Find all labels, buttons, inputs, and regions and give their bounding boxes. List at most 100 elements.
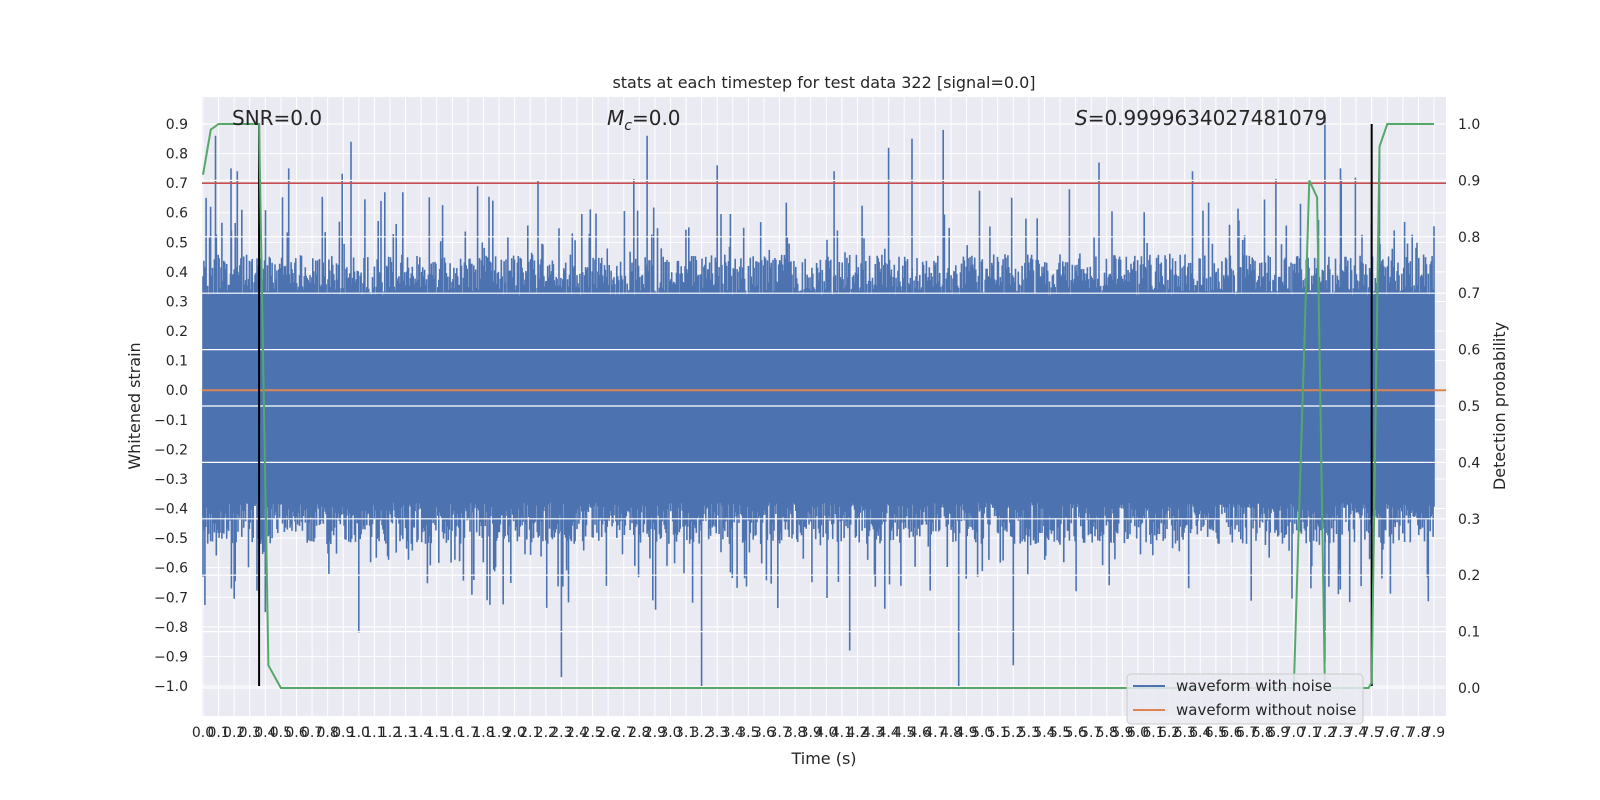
x-tick-label: 4.6 (909, 725, 931, 741)
x-tick-label: 4.5 (893, 725, 915, 741)
y-tick-label-right: 0.4 (1458, 455, 1480, 471)
x-tick-label: 2.9 (644, 725, 666, 741)
x-tick-label: 0.8 (317, 725, 339, 741)
x-tick-label: 2.1 (519, 725, 541, 741)
x-tick-label: 1.0 (348, 725, 370, 741)
x-tick-label: 3.9 (800, 725, 822, 741)
y-tick-label-left: 0.1 (166, 354, 188, 370)
x-tick-label: 0.5 (270, 725, 292, 741)
x-tick-label: 3.2 (691, 725, 713, 741)
x-tick-label: 4.1 (831, 725, 853, 741)
x-tick-label: 1.5 (426, 725, 448, 741)
x-tick-label: 2.7 (613, 725, 635, 741)
y-tick-label-right: 0.3 (1458, 512, 1480, 528)
left-y-tick-labels: 0.9 0.8 0.7 0.6 0.5 0.4 0.3 0.2 0.1 0.0 −0.1 −0.2 −0… (154, 117, 188, 695)
y-tick-label-right: 0.6 (1458, 343, 1480, 359)
x-tick-label: 2.4 (566, 725, 588, 741)
x-tick-label: 3.5 (737, 725, 759, 741)
x-tick-label: 6.3 (1174, 725, 1196, 741)
x-tick-label: 4.3 (862, 725, 884, 741)
y-tick-label-left: 0.9 (166, 117, 188, 133)
x-tick-label: 0.0 (192, 725, 214, 741)
x-tick-label: 0.9 (332, 725, 354, 741)
x-tick-label: 7.1 (1298, 725, 1320, 741)
vertical-markers (258, 124, 1373, 686)
y-tick-label-right: 0.7 (1458, 286, 1480, 302)
x-tick-label: 2.5 (581, 725, 603, 741)
x-tick-label: 7.3 (1329, 725, 1351, 741)
legend-box (1126, 673, 1364, 725)
x-tick-label: 0.3 (239, 725, 261, 741)
right-y-axis-label: Detection probability (1490, 322, 1509, 490)
chirp-mass-subscript: c (624, 118, 632, 134)
x-tick-label: 6.6 (1220, 725, 1242, 741)
y-tick-label-left: 0.4 (166, 265, 188, 281)
x-tick-label: 2.6 (597, 725, 619, 741)
x-tick-label: 4.0 (815, 725, 837, 741)
x-tick-label: 3.6 (753, 725, 775, 741)
left-y-axis-label: Whitened strain (125, 342, 144, 469)
chirp-mass-value: =0.0 (632, 106, 681, 130)
x-tick-label: 1.7 (457, 725, 479, 741)
y-tick-label-left: −0.7 (154, 590, 188, 606)
y-tick-label-left: −0.5 (154, 531, 188, 547)
x-tick-label: 4.7 (924, 725, 946, 741)
x-tick-label: 5.3 (1018, 725, 1040, 741)
x-tick-label: 6.8 (1251, 725, 1273, 741)
x-tick-label: 4.8 (940, 725, 962, 741)
x-tick-label: 5.4 (1033, 725, 1055, 741)
y-tick-label-right: 0.0 (1458, 681, 1480, 697)
y-tick-label-right: 0.1 (1458, 625, 1480, 641)
y-tick-label-left: 0.5 (166, 235, 188, 251)
waveform-with-noise-series (202, 118, 1435, 686)
x-tick-label: 0.2 (223, 725, 245, 741)
x-tick-label: 3.4 (722, 725, 744, 741)
y-tick-label-right: 0.2 (1458, 568, 1480, 584)
legend-label-clean: waveform without noise (1176, 701, 1356, 719)
y-tick-label-left: −0.4 (154, 502, 188, 518)
x-tick-label: 3.7 (768, 725, 790, 741)
x-tick-label: 0.1 (207, 725, 229, 741)
y-tick-label-left: −0.2 (154, 442, 188, 458)
x-tick-label: 1.8 (472, 725, 494, 741)
y-tick-label-right: 0.8 (1458, 230, 1480, 246)
x-tick-label: 0.4 (254, 725, 276, 741)
legend-label-noise: waveform with noise (1176, 677, 1332, 695)
y-tick-label-left: −0.8 (154, 620, 188, 636)
chirp-mass-symbol: M (607, 106, 624, 130)
x-tick-label: 0.7 (301, 725, 323, 741)
x-tick-label: 3.1 (675, 725, 697, 741)
x-tick-label: 7.2 (1314, 725, 1336, 741)
noise-extremes (202, 118, 1381, 686)
x-tick-label: 0.6 (285, 725, 307, 741)
x-tick-label: 5.5 (1049, 725, 1071, 741)
snr-annotation: SNR=0.0 (232, 106, 322, 130)
y-tick-label-left: −1.0 (154, 679, 188, 695)
score-symbol: S (1075, 106, 1088, 130)
y-tick-label-left: 0.3 (166, 294, 188, 310)
x-tick-label: 5.9 (1111, 725, 1133, 741)
y-tick-label-left: −0.1 (154, 413, 188, 429)
y-tick-label-left: 0.0 (166, 383, 188, 399)
y-tick-label-right: 0.5 (1458, 399, 1480, 415)
x-tick-label: 5.6 (1064, 725, 1086, 741)
x-tick-label: 1.2 (379, 725, 401, 741)
y-tick-label-left: −0.3 (154, 472, 188, 488)
score-value: =0.9999634027481079 (1088, 106, 1327, 130)
x-tick-label: 1.9 (488, 725, 510, 741)
x-tick-label: 5.1 (987, 725, 1009, 741)
x-tick-label: 2.3 (550, 725, 572, 741)
x-tick-label: 2.2 (535, 725, 557, 741)
x-tick-label: 3.0 (659, 725, 681, 741)
chart-title: stats at each timestep for test data 322… (612, 73, 1035, 92)
x-tick-labels: 0.00.10.20.30.40.50.60.70.80.91.01.11.2 1… (192, 725, 1445, 741)
x-tick-label: 1.6 (441, 725, 463, 741)
x-tick-label: 5.2 (1002, 725, 1024, 741)
x-tick-label: 7.0 (1283, 725, 1305, 741)
x-tick-label: 7.6 (1376, 725, 1398, 741)
x-tick-label: 6.0 (1127, 725, 1149, 741)
x-tick-label: 1.1 (363, 725, 385, 741)
y-tick-label-right: 1.0 (1458, 117, 1480, 133)
x-tick-label: 5.8 (1096, 725, 1118, 741)
